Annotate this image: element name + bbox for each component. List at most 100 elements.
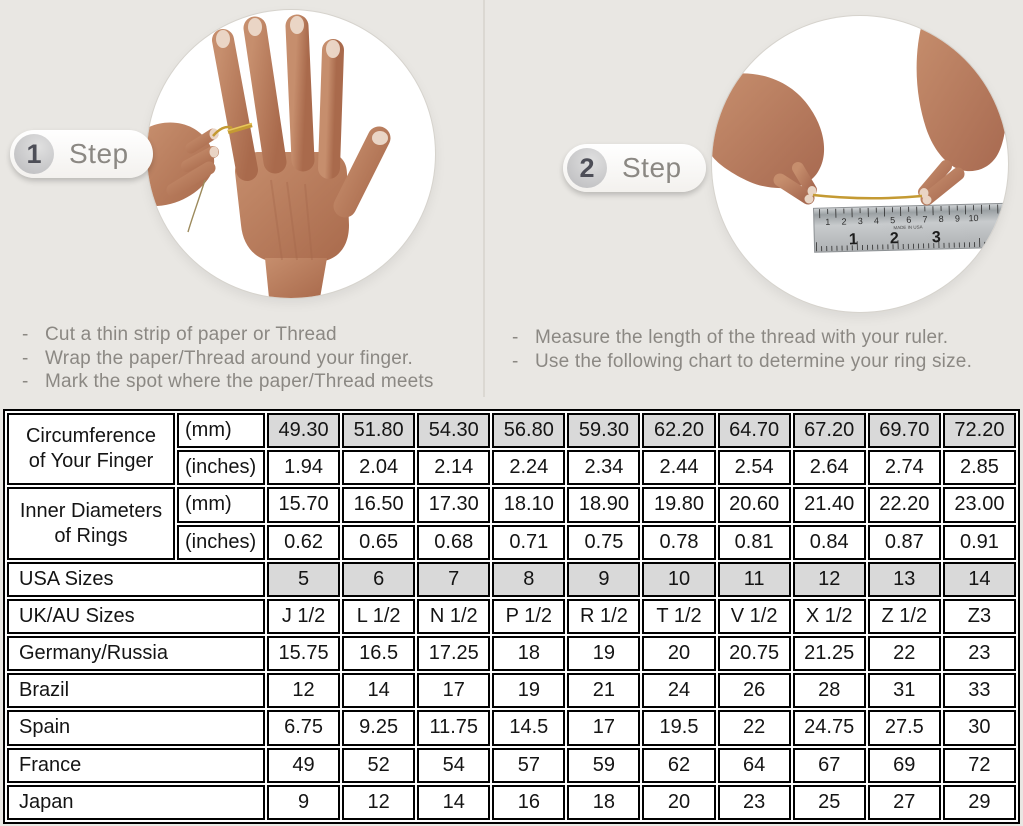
right-hand — [916, 16, 1008, 206]
value-cell: 72.20 — [942, 413, 1016, 449]
size-system-label: USA Sizes — [7, 561, 265, 597]
value-cell: 57 — [492, 747, 566, 783]
value-cell: 54 — [417, 747, 491, 783]
instruction-bullet: - — [22, 324, 29, 345]
value-cell: 17 — [567, 710, 641, 746]
value-cell: 22 — [717, 710, 791, 746]
section-divider — [483, 0, 485, 397]
fingernails — [216, 16, 388, 145]
ruler-cm-number: 1 — [825, 217, 830, 227]
hand-tendons — [270, 179, 313, 261]
value-cell: 11 — [717, 561, 791, 597]
value-cell: J 1/2 — [267, 598, 341, 635]
ring-size-table-wrapper: Circumference of Your Finger (mm) 49.30 51.8… — [3, 409, 1020, 824]
value-cell: 20 — [642, 636, 716, 672]
value-cell: 64.70 — [717, 413, 791, 449]
value-cell: 22.20 — [867, 487, 941, 523]
step2-photo: 1 2 3 4 5 6 7 8 9 10 1 2 3 MADE IN USA — [712, 16, 1008, 312]
instruction-bullet: - — [512, 327, 519, 348]
instruction-line: - Measure the length of the thread with y… — [512, 326, 972, 350]
value-cell: 16 — [492, 784, 566, 820]
step2-number: 2 — [567, 148, 607, 188]
value-cell: 59.30 — [567, 413, 641, 449]
value-cell: 69.70 — [867, 413, 941, 449]
value-cell: 72 — [942, 747, 1016, 783]
value-cell: 2.44 — [642, 450, 716, 486]
value-cell: 23.00 — [942, 487, 1016, 523]
value-cell: 62.20 — [642, 413, 716, 449]
value-cell: 51.80 — [342, 413, 416, 449]
ruler-cm-number: 5 — [890, 215, 895, 225]
step1-photo — [147, 10, 435, 298]
ruler-cm-number: 8 — [939, 214, 944, 224]
unit-label: (mm) — [177, 413, 265, 449]
gold-thread — [812, 193, 923, 200]
step1-number: 1 — [14, 134, 54, 174]
value-cell: 20 — [642, 784, 716, 820]
value-cell: N 1/2 — [417, 598, 491, 635]
value-cell: 56.80 — [492, 413, 566, 449]
table-row: Spain 6.75 9.25 11.75 14.5 17 19.5 22 24.75 27.5 3… — [7, 710, 1016, 746]
value-cell: 24.75 — [792, 710, 866, 746]
value-cell: 27 — [867, 784, 941, 820]
ruler-cm-number: 7 — [922, 214, 927, 224]
instruction-text: Mark the spot where the paper/Thread mee… — [45, 371, 434, 392]
value-cell: 49.30 — [267, 413, 341, 449]
value-cell: 0.71 — [492, 524, 566, 560]
value-cell: 1.94 — [267, 450, 341, 486]
instruction-bullet: - — [22, 347, 29, 369]
value-cell: 2.64 — [792, 450, 866, 486]
table-row: (inches) 0.62 0.65 0.68 0.71 0.75 0.78 0.81 0.84… — [7, 524, 1016, 560]
value-cell: 2.24 — [492, 450, 566, 486]
value-cell: 7 — [417, 561, 491, 597]
value-cell: 14 — [417, 784, 491, 820]
value-cell: 2.74 — [867, 450, 941, 486]
value-cell: 0.81 — [717, 524, 791, 560]
ruler-brand-text: MADE IN USA — [893, 224, 922, 230]
value-cell: 2.34 — [567, 450, 641, 486]
value-cell: 2.04 — [342, 450, 416, 486]
value-cell: 54.30 — [417, 413, 491, 449]
value-cell: 22 — [867, 636, 941, 672]
value-cell: 17.30 — [417, 487, 491, 523]
unit-label: (inches) — [177, 450, 265, 486]
value-cell: V 1/2 — [717, 598, 791, 635]
value-cell: 15.75 — [267, 636, 341, 672]
value-cell: P 1/2 — [492, 598, 566, 635]
unit-label: (mm) — [177, 487, 265, 523]
instruction-text: Measure the length of the thread with yo… — [535, 327, 949, 348]
value-cell: 49 — [267, 747, 341, 783]
value-cell: 69 — [867, 747, 941, 783]
value-cell: 16.50 — [342, 487, 416, 523]
value-cell: 13 — [867, 561, 941, 597]
instruction-line: - Cut a thin strip of paper or Thread — [22, 323, 434, 347]
instruction-text: Use the following chart to determine you… — [535, 350, 973, 372]
value-cell: Z3 — [942, 598, 1016, 635]
value-cell: 18.10 — [492, 487, 566, 523]
main-hand — [212, 14, 391, 298]
step2-badge: 2 Step — [563, 144, 706, 192]
value-cell: 11.75 — [417, 710, 491, 746]
measure-group-label: Circumference of Your Finger — [7, 413, 175, 486]
value-cell: 26 — [717, 673, 791, 709]
value-cell: 6.75 — [267, 710, 341, 746]
instruction-text: Cut a thin strip of paper or Thread — [45, 324, 337, 345]
value-cell: R 1/2 — [567, 598, 641, 635]
value-cell: 21.40 — [792, 487, 866, 523]
value-cell: 64 — [717, 747, 791, 783]
value-cell: 67.20 — [792, 413, 866, 449]
ruler-inch-3: 3 — [932, 229, 941, 246]
value-cell: 6 — [342, 561, 416, 597]
value-cell: 0.62 — [267, 524, 341, 560]
value-cell: 30 — [942, 710, 1016, 746]
value-cell: 9 — [267, 784, 341, 820]
measuring-thread-illustration: 1 2 3 4 5 6 7 8 9 10 1 2 3 MADE IN USA — [712, 16, 1008, 253]
value-cell: 9 — [567, 561, 641, 597]
ruler-cm-number: 2 — [841, 216, 846, 226]
ruler-cm-number: 4 — [874, 216, 879, 226]
value-cell: 19 — [492, 673, 566, 709]
value-cell: 10 — [642, 561, 716, 597]
ring-size-conversion-table: Circumference of Your Finger (mm) 49.30 51.8… — [3, 409, 1020, 824]
step2-label: Step — [622, 152, 682, 183]
step1-badge: 1 Step — [10, 130, 153, 178]
